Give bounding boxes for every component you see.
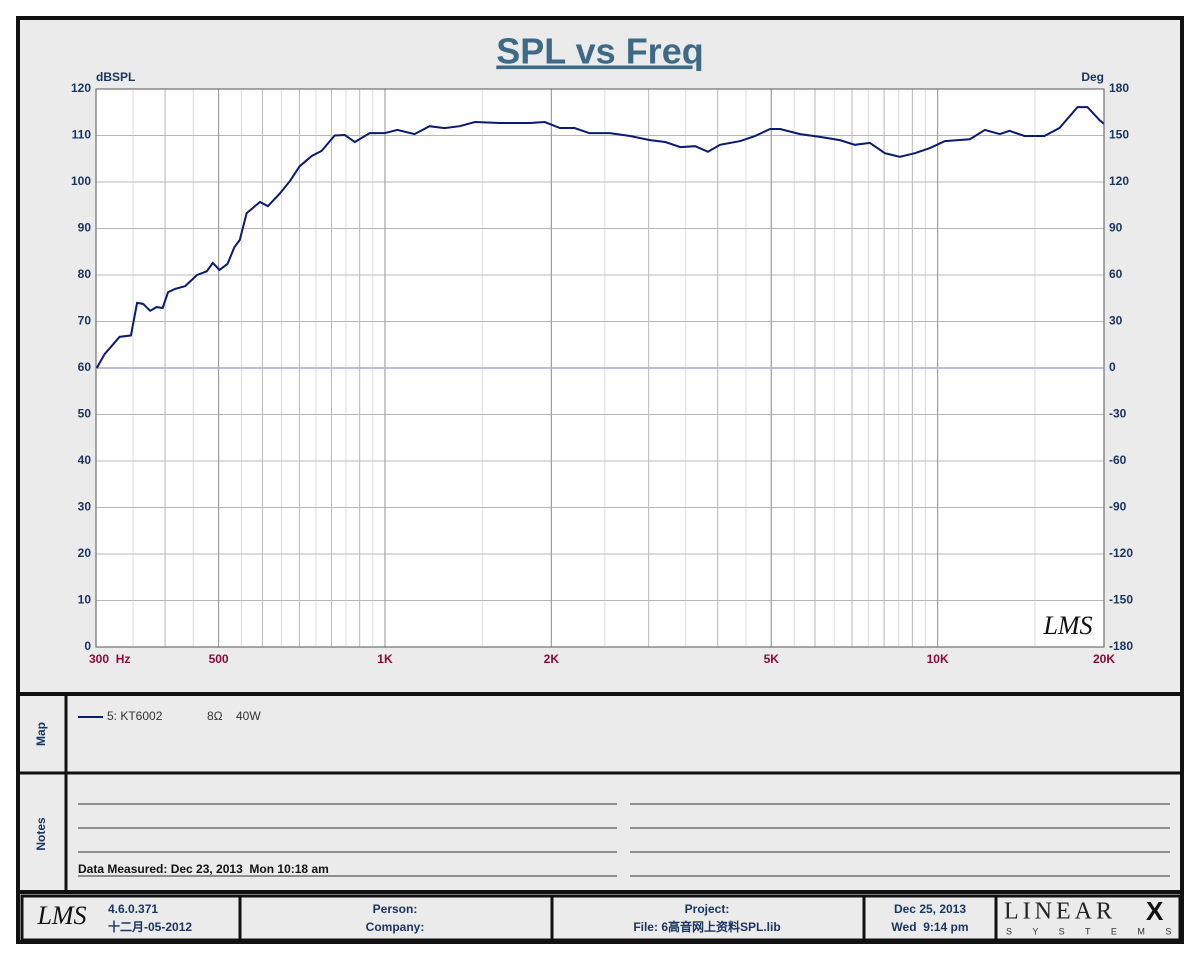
y2-tick-label: 120 [1109, 174, 1129, 188]
time: Wed 9:14 pm [891, 920, 968, 934]
x-tick-label: 1K [377, 652, 393, 666]
plot-border [95, 88, 1105, 648]
y-tick-label: 90 [78, 221, 92, 235]
y2-tick-label: 0 [1109, 360, 1116, 374]
legend-label: 5: KT6002 [107, 709, 163, 723]
x-tick-label: 5K [764, 652, 780, 666]
y2-axis-label: Deg [1081, 70, 1104, 84]
y2-tick-label: 150 [1109, 128, 1129, 142]
y2-tick-label: -30 [1109, 407, 1127, 421]
project: Project: [685, 902, 730, 916]
x-tick-label: 10K [927, 652, 949, 666]
y-tick-label: 20 [78, 546, 92, 560]
y-tick-label: 80 [78, 267, 92, 281]
company: Company: [366, 920, 425, 934]
plot: 0 10 20 30 40 50 60 70 80 90 100 110 120 -180 -150 -120… [71, 81, 1133, 666]
y-tick-label: 50 [78, 407, 92, 421]
footer-cells [20, 894, 1182, 942]
x-tick-label: 300 Hz [89, 652, 130, 666]
y2-tick-label: -90 [1109, 500, 1127, 514]
y-tick-label: 110 [72, 128, 92, 142]
x-tick-label: 500 [209, 652, 229, 666]
brand-x: X [1146, 896, 1164, 926]
footer-logo: LMS [36, 901, 86, 930]
y-axis-label: dBSPL [96, 70, 135, 84]
legend-detail: 40W [236, 709, 261, 723]
y-tick-label: 120 [71, 81, 91, 95]
series-line [95, 106, 1105, 369]
y-tick-label: 10 [78, 593, 92, 607]
file: File: 6高音网上资料SPL.lib [633, 919, 780, 934]
legend-detail: 8Ω [207, 709, 223, 723]
person: Person: [373, 902, 418, 916]
y-tick-label: 100 [71, 174, 91, 188]
y2-tick-label: 90 [1109, 221, 1123, 235]
watermark: LMS [1042, 611, 1092, 640]
y-tick-label: 0 [84, 639, 91, 653]
y2-tick-label: 180 [1109, 81, 1129, 95]
version: 4.6.0.371 [108, 902, 158, 916]
y2-tick-label: -120 [1109, 546, 1133, 560]
panel-label: Map [34, 722, 48, 746]
y-tick-label: 60 [78, 360, 92, 374]
y2-tick-label: 60 [1109, 267, 1123, 281]
chart-title: SPL vs Freq [496, 31, 703, 72]
date: Dec 25, 2013 [894, 902, 966, 916]
y2-tick-label: 30 [1109, 314, 1123, 328]
y2-tick-label: -60 [1109, 453, 1127, 467]
version-date: 十二月-05-2012 [108, 919, 192, 934]
brand-sub: S Y S T E M S [1006, 926, 1180, 936]
y-tick-label: 40 [78, 453, 92, 467]
x-tick-label: 20K [1093, 652, 1115, 666]
brand: LINEAR [1004, 899, 1116, 925]
note-lines [78, 803, 1170, 877]
y-tick-label: 30 [78, 500, 92, 514]
panel-label: Notes [34, 817, 48, 851]
x-tick-label: 2K [544, 652, 560, 666]
measured-note: Data Measured: Dec 23, 2013 Mon 10:18 am [78, 862, 329, 876]
y2-tick-label: -150 [1109, 593, 1133, 607]
y2-tick-label: -180 [1109, 639, 1133, 653]
y-tick-label: 70 [78, 314, 92, 328]
